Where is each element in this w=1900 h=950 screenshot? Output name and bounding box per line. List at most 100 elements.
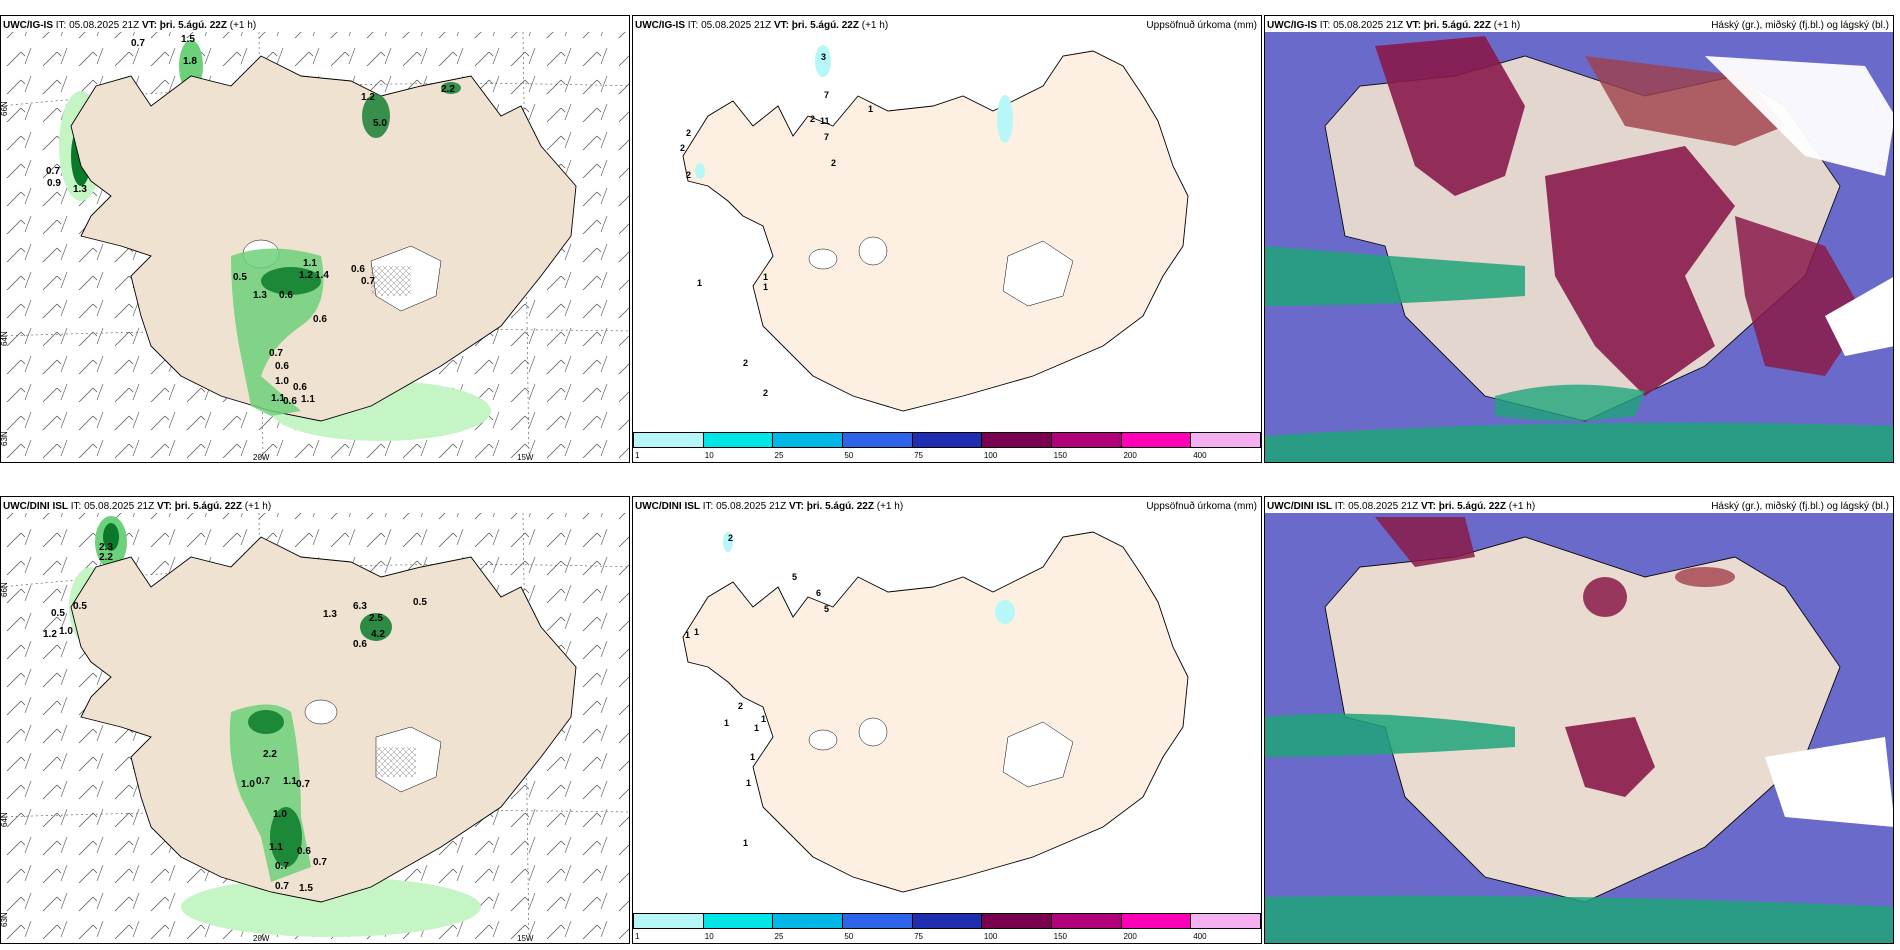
precip-value-label: 5: [792, 572, 797, 582]
colorbar-tick-label: 10: [704, 451, 714, 460]
colorbar-swatch: [912, 914, 983, 928]
precip-value-label: 1.1: [283, 776, 297, 787]
precip-value-label: 1.0: [273, 809, 287, 820]
precip-value-label: 0.6: [283, 396, 297, 407]
precip-value-label: 7: [824, 90, 829, 100]
precip-value-label: 2: [738, 701, 743, 711]
precip-value-label: 0.6: [279, 290, 293, 301]
colorbar-swatch: [634, 914, 704, 928]
grid-label: 64N: [1, 812, 9, 827]
precip-value-label: 1: [724, 718, 729, 728]
colorbar-swatch: [703, 433, 774, 447]
precip-value-label: 1.0: [275, 376, 289, 387]
precip-value-label: 1: [685, 630, 690, 640]
precip-value-label: 0.7: [131, 38, 145, 49]
colorbar-tick-label: 150: [1053, 932, 1068, 941]
precip-value-label: 3: [821, 52, 826, 62]
precip-value-label: 0.7: [269, 348, 283, 359]
precip-value-label: 2: [763, 388, 768, 398]
panel-accum-precip-top[interactable]: UWC/IG-IS IT: 05.08.2025 21Z VT: þri. 5.…: [632, 15, 1262, 463]
colorbar-tick-label: 50: [844, 451, 854, 460]
colorbar-tick-label: 400: [1193, 932, 1207, 941]
precip-value-label: 5.0: [373, 118, 387, 129]
precip-value-label: 2.2: [263, 749, 277, 760]
precip-value-label: 1.1: [301, 394, 315, 405]
precip-value-label: 0.7: [275, 861, 289, 872]
colorbar: 1 10 25 50 75 100 150 200 400: [633, 913, 1261, 943]
precip-value-label: 6: [816, 588, 821, 598]
cloud-map: [1265, 32, 1893, 462]
precip-value-label: 1: [868, 104, 873, 114]
precip-value-label: 0.7: [296, 779, 310, 790]
panel-header: UWC/DINI ISL IT: 05.08.2025 21Z VT: þri.…: [3, 501, 272, 512]
colorbar-tick-label: 200: [1123, 932, 1137, 941]
cloud-map: [1265, 513, 1893, 943]
colorbar-tick-label: 10: [704, 932, 714, 941]
precip-value-label: 1.0: [59, 626, 73, 637]
precip-value-label: 1.5: [181, 34, 195, 45]
colorbar-swatch: [773, 433, 844, 447]
panel-header: UWC/IG-IS IT: 05.08.2025 21Z VT: þri. 5.…: [635, 20, 889, 31]
panel-title-right: Háský (gr.), miðský (fj.bl.) og lágský (…: [1711, 501, 1889, 512]
panel-wind-precip-bottom[interactable]: UWC/DINI ISL IT: 05.08.2025 21Z VT: þri.…: [0, 496, 630, 944]
colorbar-swatch: [1052, 914, 1122, 928]
panel-clouds-bottom[interactable]: UWC/DINI ISL IT: 05.08.2025 21Z VT: þri.…: [1264, 496, 1894, 944]
panel-clouds-top[interactable]: UWC/IG-IS IT: 05.08.2025 21Z VT: þri. 5.…: [1264, 15, 1894, 463]
iceland-land: [682, 531, 1189, 893]
panel-header: UWC/IG-IS IT: 05.08.2025 21Z VT: þri. 5.…: [1267, 20, 1521, 31]
precip-value-label: 0.6: [313, 314, 327, 325]
precip-value-label: 0.6: [297, 846, 311, 857]
colorbar-tick-label: 100: [983, 932, 998, 941]
colorbar-swatch: [1052, 433, 1122, 447]
colorbar-swatch: [1191, 914, 1261, 928]
precip-value-label: 1.3: [73, 184, 87, 195]
precip-value-label: 0.6: [351, 264, 365, 275]
precip-value-label: 0.9: [47, 178, 61, 189]
precip-value-label: 1.2: [43, 629, 57, 640]
grid-label: 64N: [1, 331, 9, 346]
precip-value-label: 0.5: [233, 272, 247, 283]
colorbar-tick-label: 1: [635, 932, 640, 941]
grid-label: 15W: [517, 934, 534, 943]
panel-header: UWC/DINI ISL IT: 05.08.2025 21Z VT: þri.…: [1267, 501, 1536, 512]
panel-wind-precip-top[interactable]: UWC/IG-IS IT: 05.08.2025 21Z VT: þri. 5.…: [0, 15, 630, 463]
precip-value-label: 5: [824, 604, 829, 614]
panel-accum-precip-bottom[interactable]: UWC/DINI ISL IT: 05.08.2025 21Z VT: þri.…: [632, 496, 1262, 944]
precip-value-label: 2: [686, 170, 691, 180]
precip-value-label: 2: [831, 158, 836, 168]
precip-value-label: 1.2: [299, 270, 313, 281]
colorbar-tick-label: 150: [1053, 451, 1068, 460]
wind-precip-map: 66N 64N 63N 20W 15W 2.32.20.50.51.2 1.01.…: [1, 512, 629, 943]
precip-value-label: 1: [746, 778, 751, 788]
grid-label: 20W: [253, 934, 270, 943]
grid-label: 20W: [253, 453, 270, 462]
precip-value-label: 0.6: [275, 361, 289, 372]
precip-value-label: 2.5: [369, 613, 383, 624]
precip-value-label: 1: [763, 282, 768, 292]
colorbar-swatch: [1121, 433, 1192, 447]
precip-value-label: 1: [743, 838, 748, 848]
grid-label: 63N: [1, 431, 9, 446]
precip-value-label: 1.4: [315, 270, 329, 281]
precip-value-label: 1.3: [323, 609, 337, 620]
colorbar-swatch: [773, 914, 844, 928]
precip-value-label: 1: [763, 272, 768, 282]
panel-title-right: Háský (gr.), miðský (fj.bl.) og lágský (…: [1711, 20, 1889, 31]
colorbar-swatch: [1121, 914, 1192, 928]
panel-header: UWC/DINI ISL IT: 05.08.2025 21Z VT: þri.…: [635, 501, 904, 512]
precip-value-label: 0.6: [293, 382, 307, 393]
panel-header: UWC/IG-IS IT: 05.08.2025 21Z VT: þri. 5.…: [3, 20, 257, 31]
grid-label: 66N: [1, 582, 9, 597]
colorbar-tick-label: 25: [774, 451, 784, 460]
precip-value-label: 2.2: [441, 84, 455, 95]
colorbar-swatch: [703, 914, 774, 928]
precip-value-label: 0.5: [73, 601, 87, 612]
precip-value-label: 1.8: [183, 56, 197, 67]
precip-value-label: 2.3: [99, 542, 113, 553]
precip-value-label: 2: [810, 114, 815, 124]
colorbar-swatch: [843, 914, 913, 928]
precip-value-label: 1.1: [269, 842, 283, 853]
precip-value-label: 0.7: [46, 166, 60, 177]
